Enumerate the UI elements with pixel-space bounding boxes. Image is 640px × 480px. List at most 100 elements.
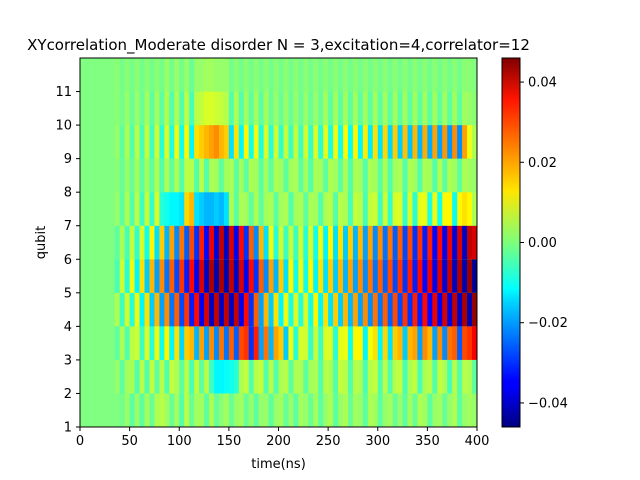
heatmap-cell: [84, 158, 91, 193]
heatmap-cell: [129, 292, 135, 327]
heatmap-cell: [308, 192, 314, 226]
heatmap-cell: [447, 58, 453, 92]
heatmap-cell: [367, 192, 374, 226]
heatmap-cell: [94, 326, 101, 360]
heatmap-cell: [144, 91, 150, 126]
heatmap-cell: [149, 326, 155, 360]
heatmap-cell: [432, 359, 438, 394]
heatmap-cell: [209, 393, 215, 427]
heatmap-cell: [352, 58, 359, 92]
heatmap-cell: [248, 259, 255, 293]
heatmap-cell: [308, 292, 314, 327]
heatmap-cell: [253, 326, 260, 360]
heatmap-cell: [328, 225, 334, 260]
heatmap-cell: [467, 359, 473, 394]
heatmap-cell: [313, 259, 319, 293]
heatmap-cell: [357, 158, 364, 193]
heatmap-cell: [184, 125, 190, 159]
heatmap-cell: [362, 91, 369, 126]
heatmap-cell: [263, 393, 269, 427]
heatmap-cell: [223, 326, 230, 360]
heatmap-cell: [412, 192, 418, 226]
heatmap-cell: [104, 359, 111, 394]
heatmap-cell: [392, 91, 398, 126]
heatmap-cell: [447, 393, 453, 427]
heatmap-cell: [94, 225, 101, 260]
heatmap-cell: [303, 393, 309, 427]
heatmap-cell: [80, 326, 86, 360]
heatmap-cell: [357, 225, 364, 260]
heatmap-cell: [442, 225, 448, 260]
heatmap-cell: [189, 58, 195, 92]
heatmap-cell: [169, 158, 175, 193]
heatmap-cell: [357, 359, 364, 394]
heatmap-cell: [427, 259, 433, 293]
heatmap-cell: [209, 359, 215, 394]
heatmap-cell: [80, 192, 86, 226]
heatmap-cell: [293, 58, 299, 92]
heatmap-cell: [313, 393, 319, 427]
heatmap-cell: [442, 359, 448, 394]
heatmap-cell: [447, 91, 453, 126]
y-axis-label: qubit: [34, 226, 49, 259]
heatmap-cell: [94, 58, 101, 92]
heatmap-cell: [218, 292, 225, 327]
heatmap-cell: [104, 158, 111, 193]
heatmap-cell: [84, 393, 91, 427]
heatmap-cell: [462, 91, 468, 126]
heatmap-cell: [243, 393, 250, 427]
heatmap-cell: [194, 259, 200, 293]
heatmap-cell: [328, 158, 334, 193]
heatmap-cell: [318, 225, 324, 260]
heatmap-cell: [194, 58, 200, 92]
heatmap-cell: [333, 259, 339, 293]
heatmap-cell: [149, 58, 155, 92]
heatmap-cell: [213, 125, 220, 159]
y-tick-label: 6: [64, 253, 72, 268]
heatmap-cell: [84, 292, 91, 327]
y-tick-label: 4: [64, 320, 72, 335]
heatmap-cell: [159, 225, 165, 260]
heatmap-cell: [268, 58, 274, 92]
heatmap-cell: [263, 292, 269, 327]
heatmap-cell: [149, 393, 155, 427]
heatmap-cell: [149, 225, 155, 260]
heatmap-cell: [99, 359, 106, 394]
heatmap-cell: [218, 192, 225, 226]
heatmap-cell: [457, 192, 463, 226]
heatmap-cell: [313, 292, 319, 327]
heatmap-cell: [288, 393, 294, 427]
heatmap-cell: [169, 58, 175, 92]
heatmap-cell: [308, 225, 314, 260]
heatmap-cell: [179, 393, 185, 427]
heatmap-cell: [174, 326, 180, 360]
heatmap-cell: [467, 326, 473, 360]
heatmap-cell: [313, 192, 319, 226]
heatmap-cell: [124, 292, 131, 327]
heatmap-cell: [323, 192, 329, 226]
heatmap-cell: [213, 259, 220, 293]
heatmap-cell: [422, 225, 428, 260]
heatmap-cell: [372, 292, 379, 327]
heatmap-cell: [367, 91, 374, 126]
heatmap-cell: [218, 326, 225, 360]
heatmap-cell: [263, 125, 269, 159]
x-tick-label: 150: [216, 434, 241, 449]
heatmap-cell: [437, 359, 443, 394]
heatmap-cell: [338, 125, 344, 159]
y-tick-label: 11: [55, 85, 72, 100]
heatmap-cell: [273, 91, 279, 126]
heatmap-cell: [194, 326, 200, 360]
heatmap-cell: [452, 192, 458, 226]
heatmap-cell: [184, 158, 190, 193]
heatmap-cell: [333, 292, 339, 327]
heatmap-cell: [422, 259, 428, 293]
heatmap-cell: [199, 225, 205, 260]
heatmap-cell: [313, 58, 319, 92]
heatmap-cell: [352, 91, 359, 126]
heatmap-cell: [104, 292, 111, 327]
heatmap-cell: [402, 91, 408, 126]
heatmap-cell: [407, 326, 413, 360]
heatmap-cell: [467, 125, 473, 159]
heatmap-cell: [323, 225, 329, 260]
